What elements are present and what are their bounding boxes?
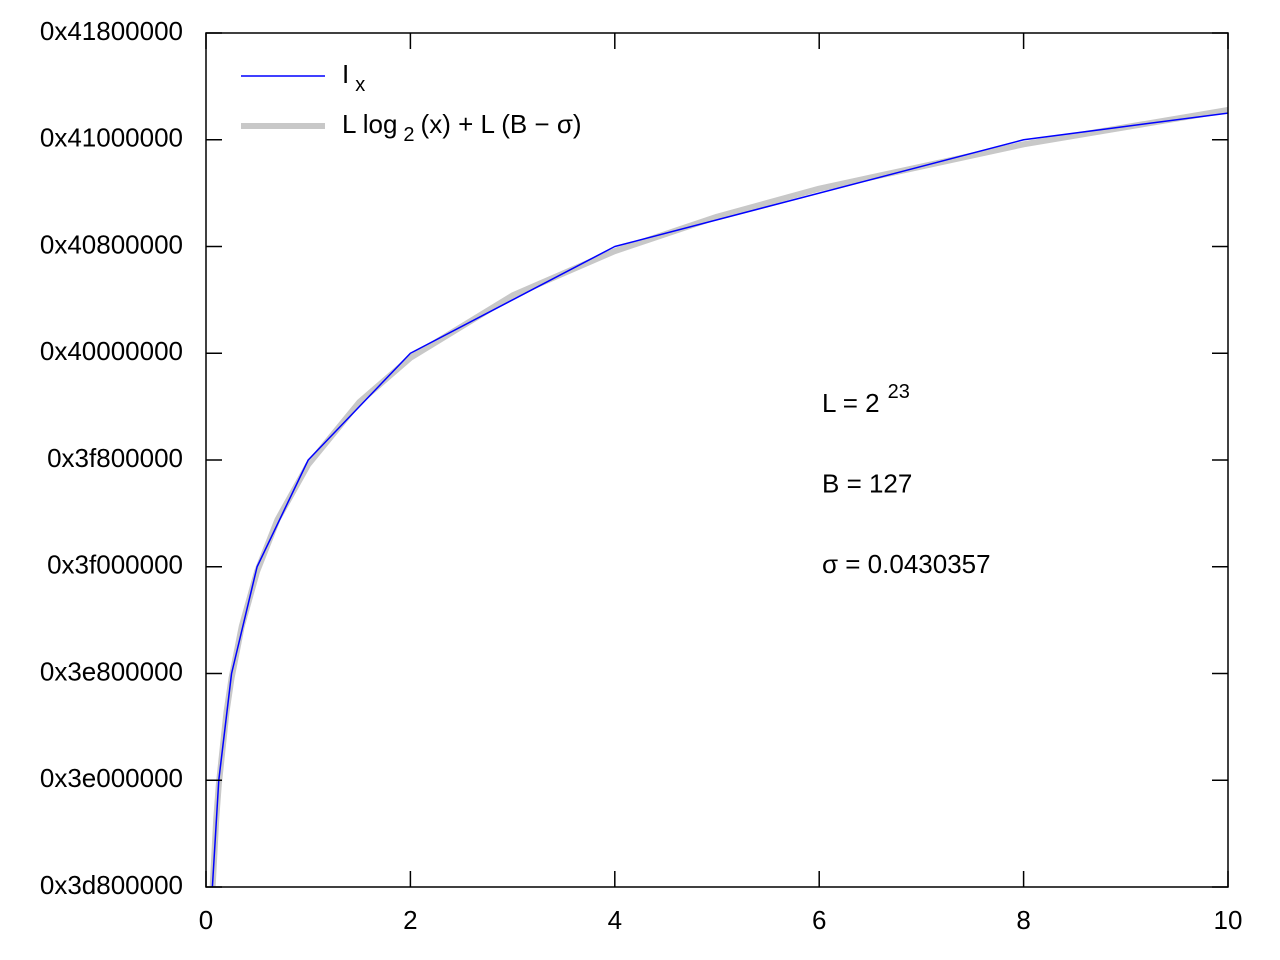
plot-frame	[205, 32, 1229, 888]
text-part: I	[342, 59, 349, 89]
annotation: L = 2 23	[822, 381, 910, 418]
superscript: 23	[888, 381, 910, 403]
annotation: σ = 0.0430357	[822, 549, 991, 579]
y-tick-label: 0x41800000	[40, 16, 183, 46]
y-tick-label: 0x3f800000	[47, 443, 183, 473]
text-part: (x) + L (B − σ)	[421, 109, 582, 139]
annotation-text: L = 2	[822, 388, 880, 418]
x-tick-label: 4	[608, 905, 622, 935]
subscript: x	[355, 74, 365, 96]
series-line	[211, 112, 1228, 887]
annotation: B = 127	[822, 468, 912, 498]
x-tick-label: 6	[812, 905, 826, 935]
y-tick-label: 0x3e000000	[40, 763, 183, 793]
y-tick-label: 0x3e800000	[40, 656, 183, 686]
x-tick-label: 2	[403, 905, 417, 935]
annotation-text: B = 127	[822, 468, 912, 498]
legend-label: L log 2 (x) + L (B − σ)	[342, 109, 582, 146]
x-tick-label: 8	[1016, 905, 1030, 935]
y-tick-label: 0x41000000	[40, 123, 183, 153]
series-line	[209, 107, 1228, 887]
y-tick-label: 0x3f000000	[47, 550, 183, 580]
text-part: L log	[342, 109, 397, 139]
annotation-text: σ = 0.0430357	[822, 549, 991, 579]
y-tick-label: 0x40000000	[40, 336, 183, 366]
x-tick-label: 10	[1214, 905, 1243, 935]
y-tick-label: 0x3d800000	[40, 870, 183, 900]
plot-area	[209, 107, 1228, 887]
subscript: 2	[403, 124, 414, 146]
y-tick-label: 0x40800000	[40, 229, 183, 259]
x-tick-label: 0	[199, 905, 213, 935]
